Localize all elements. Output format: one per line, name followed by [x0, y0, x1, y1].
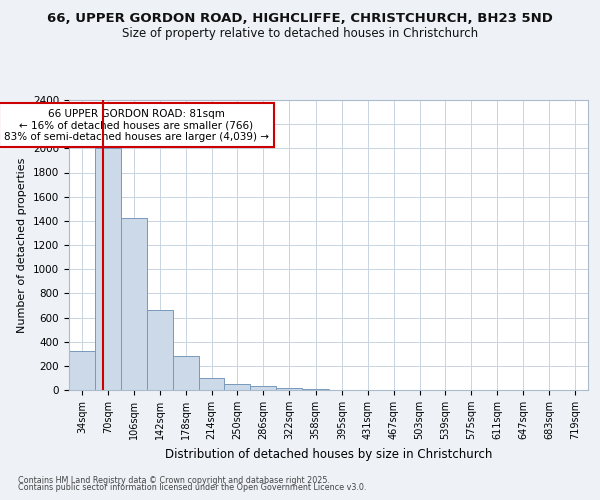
Bar — [250, 386, 277, 390]
Bar — [95, 148, 121, 390]
Bar — [199, 378, 224, 390]
Text: 66 UPPER GORDON ROAD: 81sqm
← 16% of detached houses are smaller (766)
83% of se: 66 UPPER GORDON ROAD: 81sqm ← 16% of det… — [4, 108, 269, 142]
Bar — [147, 310, 173, 390]
Bar — [173, 356, 199, 390]
Bar — [69, 350, 95, 390]
Text: Contains public sector information licensed under the Open Government Licence v3: Contains public sector information licen… — [18, 484, 367, 492]
Text: Size of property relative to detached houses in Christchurch: Size of property relative to detached ho… — [122, 28, 478, 40]
Bar — [224, 384, 250, 390]
Text: Contains HM Land Registry data © Crown copyright and database right 2025.: Contains HM Land Registry data © Crown c… — [18, 476, 330, 485]
Bar — [277, 388, 302, 390]
Bar — [121, 218, 147, 390]
Text: 66, UPPER GORDON ROAD, HIGHCLIFFE, CHRISTCHURCH, BH23 5ND: 66, UPPER GORDON ROAD, HIGHCLIFFE, CHRIS… — [47, 12, 553, 26]
Y-axis label: Number of detached properties: Number of detached properties — [17, 158, 28, 332]
X-axis label: Distribution of detached houses by size in Christchurch: Distribution of detached houses by size … — [165, 448, 492, 460]
